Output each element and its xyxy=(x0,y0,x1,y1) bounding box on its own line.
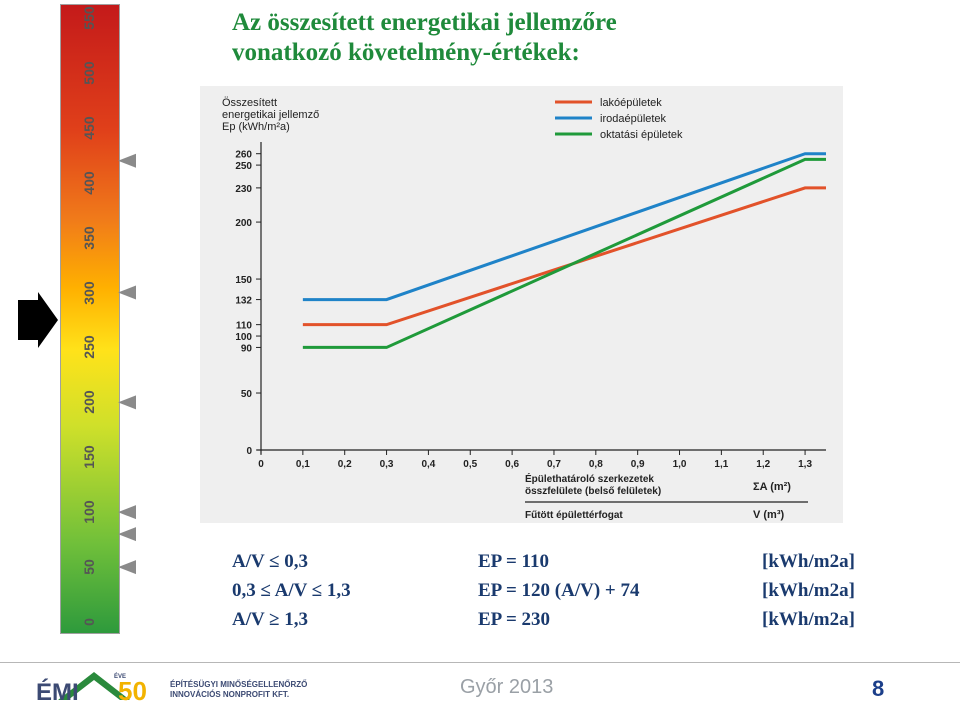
logo-text: ÉMI xyxy=(36,678,79,704)
formula-unit: [kWh/m2a] xyxy=(762,580,855,601)
x-axis-label-line: összfelülete (belső felületek) xyxy=(525,486,661,497)
emi-logo: ÉMI 50 ÉVE xyxy=(36,672,147,704)
formula-equation: EP = 110 xyxy=(478,551,550,572)
chart-title-line: energetikai jellemző xyxy=(222,109,319,121)
y-tick-label: 260 xyxy=(235,150,252,161)
formula-condition: A/V ≤ 0,3 xyxy=(232,551,309,572)
slide-title: Az összesített energetikai jellemzőre vo… xyxy=(232,8,932,68)
title-line-2: vonatkozó követelmény-értékek: xyxy=(232,39,580,66)
y-tick-label: 150 xyxy=(235,275,252,286)
page-number: 8 xyxy=(872,676,885,701)
x-tick-label: 0,7 xyxy=(547,459,561,470)
scale-marker-arrow xyxy=(118,560,136,575)
y-tick-label: 100 xyxy=(235,332,252,343)
org-line-2: INNOVÁCIÓS NONPROFIT KFT. xyxy=(170,690,290,699)
x-tick-label: 1,2 xyxy=(756,459,770,470)
formula-condition: 0,3 ≤ A/V ≤ 1,3 xyxy=(232,580,351,601)
formula-unit: [kWh/m2a] xyxy=(762,609,855,630)
formula-row: 0,3 ≤ A/V ≤ 1,3 EP = 120 (A/V) + 74 [kWh/m… xyxy=(232,579,932,603)
x-tick-label: 0,8 xyxy=(589,459,603,470)
x-axis-label-line: Fűtött épülettérfogat xyxy=(525,510,623,521)
x-tick-label: 0,6 xyxy=(505,459,519,470)
formula-unit: [kWh/m2a] xyxy=(762,551,855,572)
logo-badge: ÉVE xyxy=(114,672,126,680)
x-tick-label: 1,3 xyxy=(798,459,812,470)
formula-equation: EP = 230 xyxy=(478,609,551,630)
organization-name: ÉPÍTÉSÜGYI MINŐSÉGELLENŐRZŐ INNOVÁCIÓS N… xyxy=(170,680,307,700)
scale-marker-arrow xyxy=(118,285,136,300)
scale-marker-arrow xyxy=(118,153,136,168)
scale-marker-arrow xyxy=(118,527,136,542)
y-tick-label: 230 xyxy=(235,184,252,195)
org-line-1: ÉPÍTÉSÜGYI MINŐSÉGELLENŐRZŐ xyxy=(170,680,308,689)
formula-row: A/V ≤ 0,3 EP = 110 [kWh/m2a] xyxy=(232,550,932,574)
y-tick-label: 132 xyxy=(235,296,252,307)
logo-number: 50 xyxy=(118,676,147,704)
x-tick-label: 1,1 xyxy=(714,459,728,470)
y-tick-label: 0 xyxy=(246,446,252,457)
footer-city-year: Győr 2013 xyxy=(460,676,554,698)
x-axis-label-line: Épülethatároló szerkezetek xyxy=(525,472,654,485)
y-tick-label: 90 xyxy=(241,343,253,354)
x-tick-label: 0,4 xyxy=(421,459,435,470)
x-axis-label-numerator: ΣA (m²) xyxy=(753,481,791,493)
footer-divider xyxy=(0,662,960,663)
chart-title-line: Ep (kWh/m²a) xyxy=(222,121,290,133)
chart-title-line: Összesített xyxy=(222,97,277,109)
scale-marker-arrow xyxy=(118,395,136,410)
chart-panel: 0 50 90 100 110 132 150 200 230 250 260 0 0,1 0,2 0,3 0… xyxy=(200,86,843,523)
series-line-2 xyxy=(302,152,826,302)
formula-row: A/V ≥ 1,3 EP = 230 [kWh/m2a] xyxy=(232,608,932,632)
x-axis-label-denominator: V (m³) xyxy=(753,509,785,521)
scale-markers xyxy=(18,153,136,575)
series-line-1 xyxy=(302,186,826,327)
legend-label: lakóépületek xyxy=(600,97,662,109)
scale-marker-arrow xyxy=(118,505,136,520)
y-tick-label: 110 xyxy=(236,321,253,332)
x-tick-label: 0,5 xyxy=(463,459,477,470)
legend-label: irodaépületek xyxy=(600,113,667,125)
title-line-1: Az összesített energetikai jellemzőre xyxy=(232,9,617,36)
current-value-arrow xyxy=(18,292,58,348)
x-tick-label: 0,2 xyxy=(338,459,352,470)
series-line-3 xyxy=(302,157,826,349)
x-tick-label: 0,9 xyxy=(631,459,645,470)
x-tick-label: 0 xyxy=(258,459,264,470)
x-tick-label: 0,1 xyxy=(296,459,310,470)
formula-condition: A/V ≥ 1,3 xyxy=(232,609,309,630)
x-tick-label: 1,0 xyxy=(673,459,687,470)
x-tick-label: 0,3 xyxy=(380,459,394,470)
energy-scale-bar xyxy=(60,4,120,634)
y-tick-label: 200 xyxy=(235,218,252,229)
legend-label: oktatási épületek xyxy=(600,129,683,141)
y-tick-label: 250 xyxy=(235,161,252,172)
y-tick-label: 50 xyxy=(241,389,253,400)
formula-equation: EP = 120 (A/V) + 74 xyxy=(478,580,640,601)
